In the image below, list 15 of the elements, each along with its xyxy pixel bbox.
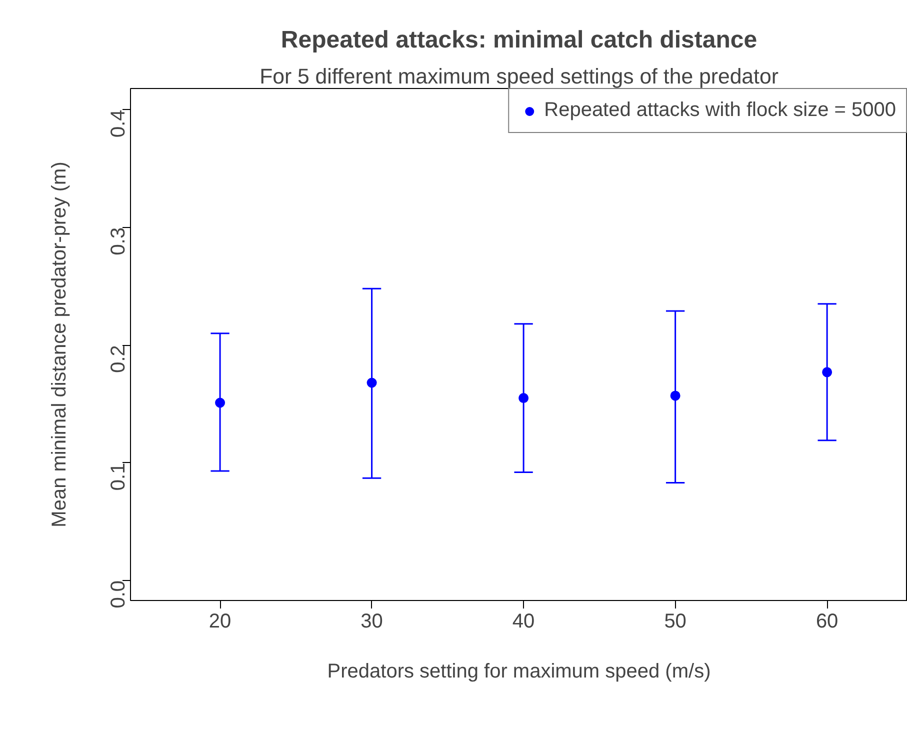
x-tick-label: 50 <box>664 610 686 632</box>
y-axis-title: Mean minimal distance predator-prey (m) <box>48 162 70 528</box>
x-tick-label: 30 <box>360 610 383 632</box>
x-tick-label: 40 <box>512 610 535 632</box>
chart-subtitle: For 5 different maximum speed settings of the predator <box>260 64 778 88</box>
y-tick-label: 0.4 <box>108 110 130 138</box>
x-tick-label: 20 <box>208 610 232 632</box>
y-tick-label: 0.2 <box>108 345 130 373</box>
legend-label: Repeated attacks with flock size = 5000 <box>544 99 896 122</box>
y-tick-label: 0.0 <box>108 580 130 608</box>
chart-title: Repeated attacks: minimal catch distance <box>280 26 758 54</box>
x-tick-label: 60 <box>816 610 838 632</box>
y-tick-label: 0.3 <box>108 227 130 256</box>
y-tick-label: 0.1 <box>108 462 130 491</box>
x-axis-title: Predators setting for maximum speed (m/s) <box>327 660 711 682</box>
